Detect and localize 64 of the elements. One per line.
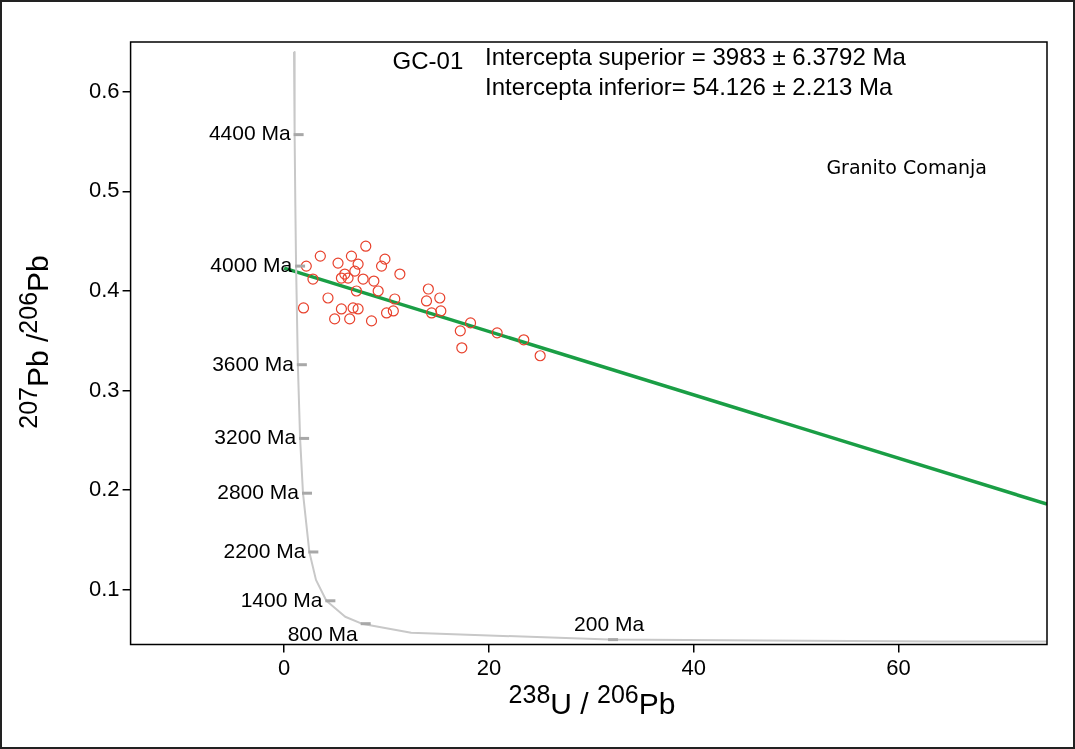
y-tick-label: 0.4 (88, 277, 120, 303)
point (434, 292, 446, 304)
y-tick-label: 0.3 (88, 376, 120, 402)
point (339, 268, 351, 280)
point (379, 253, 391, 265)
y-tick-label: 0.2 (88, 476, 120, 502)
point (491, 327, 503, 339)
x-axis-title: $^{238}$U / $^{206}$Pb (507, 680, 677, 721)
annotation: 2800 Ma (217, 480, 300, 503)
y-tick-label: 0.5 (88, 177, 120, 203)
x-tick-label: 20 (476, 654, 502, 680)
point (454, 325, 466, 337)
point (375, 260, 388, 272)
point (349, 265, 361, 277)
point (347, 302, 359, 314)
annotation: 3200 Ma (214, 425, 297, 449)
annotation: 2200 Ma (223, 538, 306, 562)
point (422, 283, 434, 295)
point (344, 313, 356, 325)
point (335, 272, 348, 284)
annotation: Granito Comanja (826, 155, 987, 178)
x-tick-label: 60 (886, 654, 911, 680)
point (380, 307, 393, 319)
annotation: 3600 Ma (212, 351, 295, 375)
point (464, 317, 477, 329)
point (329, 313, 341, 325)
annotation: Intercepta superior = 3983 ± 6.3792 Ma (485, 42, 907, 70)
y-tick-label: 0.1 (88, 575, 120, 601)
point (352, 258, 364, 270)
point (394, 268, 406, 280)
point (357, 273, 369, 285)
point (426, 307, 438, 319)
point (314, 250, 326, 262)
annotation: 200 Ma (574, 611, 645, 635)
x-tick-label: 0 (278, 654, 291, 680)
point (297, 302, 310, 314)
annotation: 4000 Ma (210, 252, 293, 276)
point (368, 275, 380, 287)
annotation: GC-01 (392, 46, 464, 74)
point (387, 305, 399, 317)
point (372, 285, 384, 297)
x-tick-label: 40 (681, 654, 706, 680)
annotation: 1400 Ma (240, 587, 323, 611)
annotation: 800 Ma (287, 622, 358, 646)
point (322, 292, 334, 304)
point (300, 260, 312, 272)
annotation: 4400 Ma (208, 121, 291, 145)
point (345, 250, 358, 262)
point (360, 240, 372, 252)
point (352, 303, 364, 315)
point (456, 342, 468, 354)
point (518, 334, 530, 346)
point (435, 305, 447, 317)
point (332, 257, 344, 269)
point (342, 272, 354, 284)
point (307, 273, 319, 285)
point (335, 303, 348, 315)
y-tick-label: 0.6 (88, 77, 120, 103)
point (350, 285, 363, 297)
annotation: Intercepta inferior= 54.126 ± 2.213 Ma (485, 72, 894, 100)
point (365, 315, 378, 327)
point (420, 295, 433, 307)
point (534, 350, 546, 362)
point (389, 293, 401, 305)
